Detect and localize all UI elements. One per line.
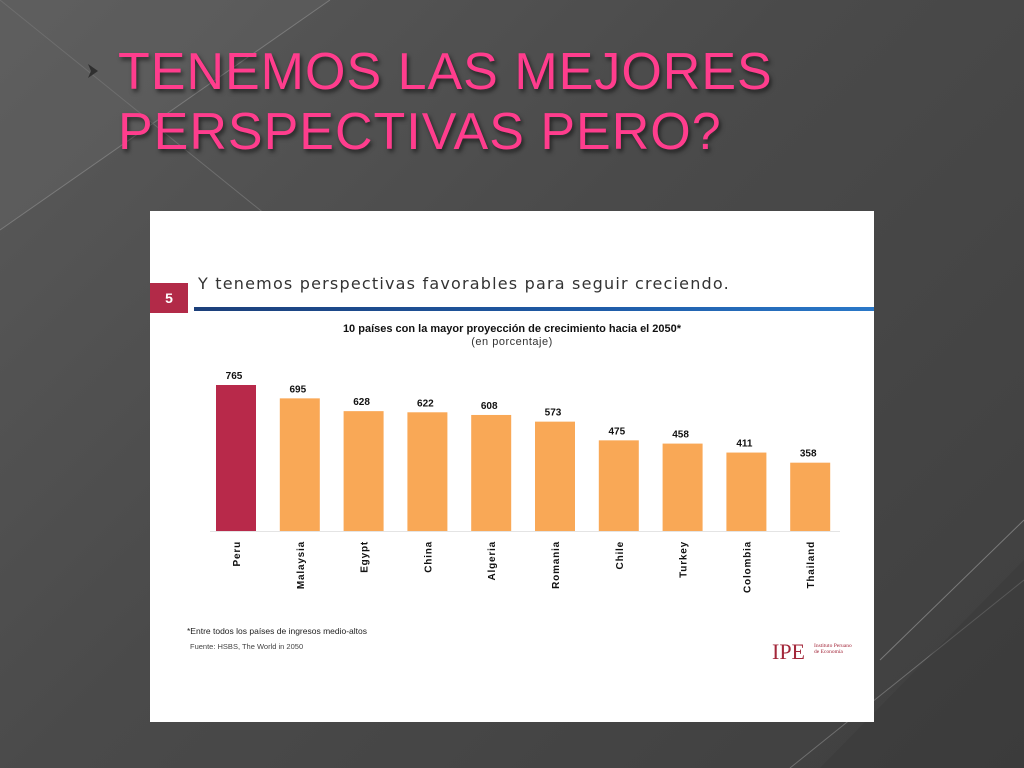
bar-turkey [662,443,703,531]
data-label-colombia: 411 [736,439,753,450]
x-tick-label-chile: Chile [615,541,626,569]
logo-mark: IPE [772,639,805,664]
x-tick-label-malaysia: Malaysia [296,541,307,589]
x-tick-label-peru: Peru [232,541,243,566]
chart-panel: 5 Y tenemos perspectivas favorables para… [150,211,874,722]
bar-thailand [790,462,831,531]
panel-subtitle: Y tenemos perspectivas favorables para s… [198,274,730,293]
slide-title: TENEMOS LAS MEJORES PERSPECTIVAS PERO? [118,43,773,161]
bar-egypt [343,411,384,531]
data-label-algeria: 608 [481,401,498,412]
data-label-malaysia: 695 [289,384,306,395]
bar-colombia [726,452,767,531]
bar-algeria [471,414,512,531]
bar-peru [216,385,256,531]
bar-chart: 765 Peru 695 Malaysia 628 Egypt 622 China 608 Alg… [210,371,840,593]
data-label-egypt: 628 [353,397,370,408]
x-tick-label-turkey: Turkey [679,541,690,578]
x-tick-label-colombia: Colombia [742,541,753,593]
data-label-china: 622 [417,398,434,409]
data-label-thailand: 358 [800,449,817,460]
data-label-peru: 765 [226,371,243,382]
chart-subtitle: (en porcentaje) [471,336,553,348]
x-tick-label-romania: Romania [551,541,562,589]
chart-title: 10 países con la mayor proyección de cre… [342,323,682,335]
bullet-chevron-icon [88,64,98,78]
chart-footnote: *Entre todos los países de ingresos medi… [187,626,368,636]
x-tick-label-thailand: Thailand [806,541,817,589]
chart-source: Fuente: HSBS, The World in 2050 [190,642,304,651]
data-label-chile: 475 [608,426,625,437]
bar-romania [535,421,575,531]
header-rule [194,307,874,311]
x-tick-label-algeria: Algeria [487,541,498,581]
bar-malaysia [279,398,320,531]
ipe-logo: IPE Instituto Peruano de Economía [772,639,852,665]
bar-china [407,412,448,531]
bar-chile [598,440,639,531]
data-label-romania: 573 [545,408,562,419]
logo-text: Instituto Peruano de Economía [814,643,852,655]
data-label-turkey: 458 [672,430,689,441]
x-tick-label-egypt: Egypt [360,541,371,573]
slide-number-badge: 5 [150,283,188,313]
x-tick-label-china: China [423,541,434,573]
